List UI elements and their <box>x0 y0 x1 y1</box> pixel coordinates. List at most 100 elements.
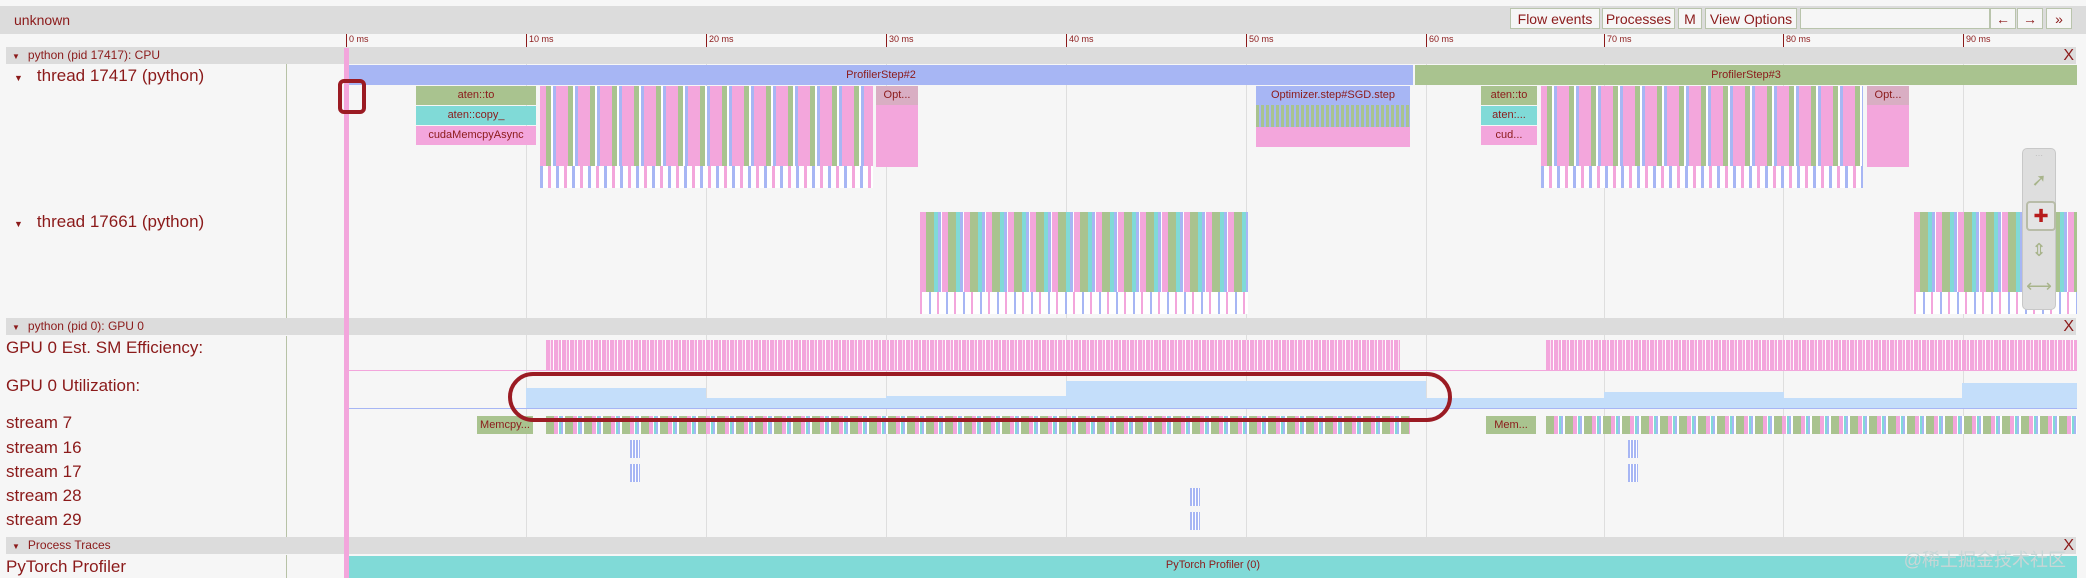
annotation-box-small <box>338 79 366 114</box>
gridline <box>1426 48 1427 548</box>
cpu-process-title: python (pid 17417): CPU <box>27 48 160 62</box>
tool-panel-grip[interactable]: ⋯ <box>2035 151 2043 160</box>
sm-efficiency-counter[interactable] <box>546 340 1400 370</box>
close-gpu-process-icon[interactable]: X <box>2063 318 2074 335</box>
stream-7-label: stream 7 <box>6 413 73 432</box>
tick-label: 50 ms <box>1249 34 1274 44</box>
slice-aten-to[interactable]: aten::to <box>416 86 536 105</box>
utilization-bar[interactable] <box>1604 392 1784 408</box>
tick-label: 60 ms <box>1429 34 1454 44</box>
sm-efficiency-baseline <box>349 370 2077 371</box>
time-marker[interactable] <box>344 48 349 578</box>
gpu-process-header[interactable]: ▼ python (pid 0): GPU 0 X <box>6 318 2076 335</box>
stream-17-kernels[interactable] <box>630 464 640 482</box>
dense-slices[interactable] <box>1541 86 1863 166</box>
dense-slices[interactable] <box>920 292 1248 314</box>
cpu-process-header[interactable]: ▼ python (pid 17417): CPU X <box>6 47 2076 64</box>
slice-memcpy[interactable]: Memcpy... <box>477 416 533 434</box>
tool-panel: ⋯ ➚ ✚ ⇕ ⟷ <box>2022 148 2056 310</box>
sgd-children[interactable] <box>1256 105 1410 127</box>
dense-slices[interactable] <box>920 212 1248 292</box>
slice-profiler-step-2[interactable]: ProfilerStep#2 <box>349 65 1413 85</box>
slice-aten-copy[interactable]: aten::copy_ <box>416 106 536 125</box>
sm-efficiency-counter[interactable] <box>1546 340 2077 370</box>
gridline <box>886 48 887 548</box>
slice-profiler-step-3[interactable]: ProfilerStep#3 <box>1415 65 2077 85</box>
gridline <box>1604 48 1605 548</box>
slice-aten-copy[interactable]: aten:... <box>1481 106 1537 125</box>
timing-tool-icon[interactable]: ⟷ <box>2026 276 2052 296</box>
sgd-children[interactable] <box>1256 127 1410 147</box>
watermark: @稀土掘金技术社区 <box>1903 550 2066 570</box>
thread-17661-label[interactable]: ▼ thread 17661 (python) <box>14 212 205 231</box>
annotation-ellipse-utilization <box>508 372 1452 422</box>
close-cpu-process-icon[interactable]: X <box>2063 47 2074 64</box>
stream-16-label: stream 16 <box>6 438 82 457</box>
utilization-bar[interactable] <box>526 388 706 408</box>
close-process-traces-icon[interactable]: X <box>2063 537 2074 554</box>
dense-slices[interactable] <box>540 86 873 166</box>
utilization-bar[interactable] <box>1784 398 1962 408</box>
collapse-panel-button[interactable]: » <box>2046 8 2072 29</box>
view-options-button[interactable]: View Options <box>1705 8 1797 29</box>
tick-20ms <box>706 34 707 48</box>
tick-label: 10 ms <box>529 34 554 44</box>
search-input[interactable] <box>1800 8 1990 29</box>
tick-label: 0 ms <box>349 34 369 44</box>
processes-button[interactable]: Processes <box>1602 8 1675 29</box>
utilization-bar[interactable] <box>706 398 886 408</box>
utilization-bar[interactable] <box>886 396 1066 408</box>
trace-title: unknown <box>14 12 71 28</box>
gpu-utilization-label: GPU 0 Utilization: <box>6 376 141 395</box>
dense-slices[interactable] <box>1541 166 1863 188</box>
collapse-triangle-icon[interactable]: ▼ <box>14 73 23 83</box>
thread-17417-label[interactable]: ▼ thread 17417 (python) <box>14 66 205 85</box>
gpu-process-title: python (pid 0): GPU 0 <box>27 319 144 333</box>
slice-optimizer-sgd-step[interactable]: Optimizer.step#SGD.step <box>1256 86 1410 105</box>
pan-tool-icon[interactable]: ✚ <box>2026 201 2056 231</box>
label-divider <box>286 555 287 578</box>
slice-cuda-memcpy-async[interactable]: cud... <box>1481 126 1537 145</box>
collapse-triangle-icon[interactable]: ▼ <box>12 52 20 61</box>
stream-17-kernels[interactable] <box>1628 464 1638 482</box>
dense-slices[interactable] <box>540 166 873 188</box>
slice-optimizer[interactable]: Opt... <box>1867 86 1909 105</box>
label-divider <box>286 336 287 538</box>
pytorch-profiler-label: PyTorch Profiler <box>6 557 126 576</box>
slice-pytorch-profiler[interactable]: PyTorch Profiler (0) <box>349 556 2077 578</box>
tick-label: 20 ms <box>709 34 734 44</box>
slice-memcpy[interactable]: Mem... <box>1486 416 1536 434</box>
prev-result-button[interactable]: ← <box>1990 8 2016 29</box>
stream-16-kernels[interactable] <box>630 440 640 458</box>
optimizer-children[interactable] <box>1867 105 1909 167</box>
stream-28-kernels[interactable] <box>1190 488 1200 506</box>
stream-28-label: stream 28 <box>6 486 82 505</box>
collapse-triangle-icon[interactable]: ▼ <box>14 219 23 229</box>
utilization-bar[interactable] <box>1426 398 1604 408</box>
metadata-button[interactable]: M <box>1678 8 1702 29</box>
select-tool-icon[interactable]: ➚ <box>2031 170 2047 190</box>
tick-10ms <box>526 34 527 48</box>
collapse-triangle-icon[interactable]: ▼ <box>12 542 20 551</box>
optimizer-children[interactable] <box>876 105 918 167</box>
slice-aten-to[interactable]: aten::to <box>1481 86 1537 105</box>
utilization-baseline <box>349 408 2077 409</box>
tick-80ms <box>1783 34 1784 48</box>
stream-7-kernels[interactable] <box>1546 416 2077 434</box>
utilization-bar[interactable] <box>1962 383 2077 408</box>
tick-40ms <box>1066 34 1067 48</box>
next-result-button[interactable]: → <box>2017 8 2043 29</box>
gpu-sm-efficiency-label: GPU 0 Est. SM Efficiency: <box>6 338 204 357</box>
collapse-triangle-icon[interactable]: ▼ <box>12 323 20 332</box>
slice-optimizer[interactable]: Opt... <box>876 86 918 105</box>
flow-events-button[interactable]: Flow events <box>1510 8 1600 29</box>
label-divider <box>286 64 287 318</box>
zoom-tool-icon[interactable]: ⇕ <box>2031 240 2047 260</box>
slice-cuda-memcpy-async[interactable]: cudaMemcpyAsync <box>416 126 536 145</box>
tick-label: 70 ms <box>1607 34 1632 44</box>
tick-label: 80 ms <box>1786 34 1811 44</box>
stream-16-kernels[interactable] <box>1628 440 1638 458</box>
utilization-bar[interactable] <box>1066 381 1426 408</box>
stream-29-kernels[interactable] <box>1190 512 1200 530</box>
process-traces-header[interactable]: ▼ Process Traces X <box>6 537 2076 554</box>
